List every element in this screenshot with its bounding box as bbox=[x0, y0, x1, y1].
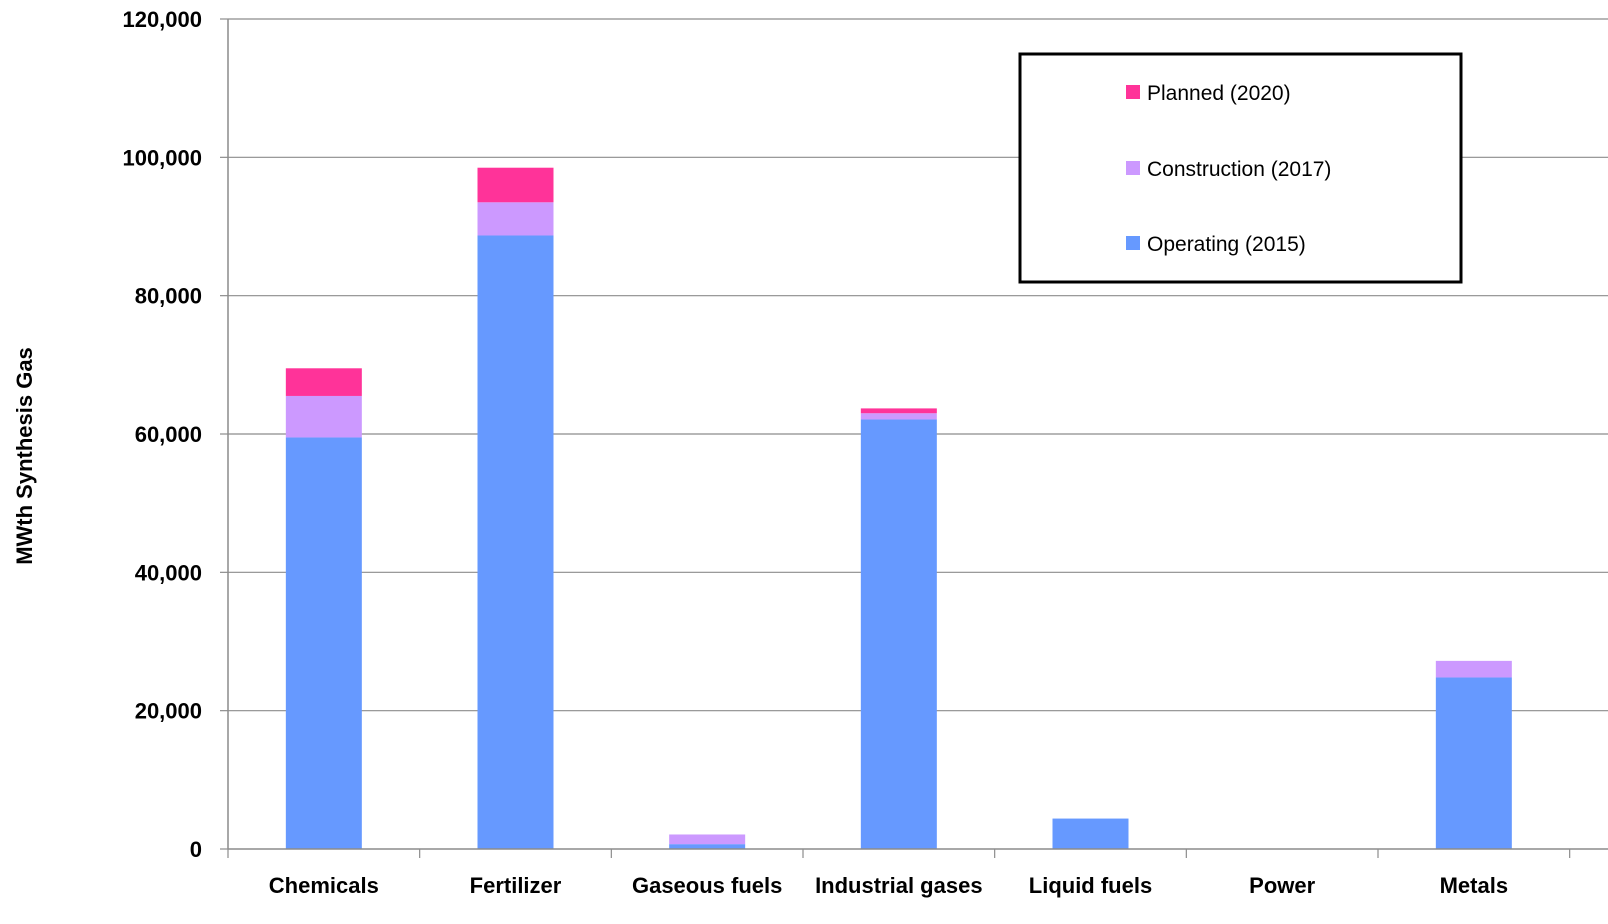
x-tick-label: Power bbox=[1249, 873, 1315, 898]
x-tick-label: Fertilizer bbox=[470, 873, 562, 898]
y-tick-label: 60,000 bbox=[135, 422, 202, 447]
tick-labels: 0 20,000 40,000 60,000 80,000 100,000 120,000 C… bbox=[122, 7, 1508, 898]
y-axis-title: MWth Synthesis Gas bbox=[12, 347, 37, 565]
bar-segment bbox=[1435, 660, 1512, 678]
y-tick-label: 100,000 bbox=[122, 145, 202, 170]
bar-segment bbox=[860, 413, 937, 420]
y-tick-label: 80,000 bbox=[135, 284, 202, 309]
x-tick-label: Liquid fuels bbox=[1029, 873, 1152, 898]
bar-segment bbox=[477, 167, 554, 203]
y-tick-label: 0 bbox=[190, 837, 202, 862]
bar-segment bbox=[477, 235, 554, 849]
bar-segment bbox=[285, 437, 362, 849]
x-tick-label: Metals bbox=[1440, 873, 1508, 898]
bar-segment bbox=[860, 419, 937, 849]
bar-segment bbox=[1052, 818, 1129, 849]
legend-label: Construction (2017) bbox=[1147, 158, 1331, 181]
x-tick-label: Industrial gases bbox=[815, 873, 983, 898]
x-tick-label: Gaseous fuels bbox=[632, 873, 782, 898]
legend-swatch bbox=[1126, 85, 1140, 99]
bar-segment bbox=[1435, 677, 1512, 849]
bar-segment bbox=[669, 844, 746, 849]
axes bbox=[220, 18, 1608, 858]
bar-segment bbox=[477, 202, 554, 236]
y-tick-label: 120,000 bbox=[122, 7, 202, 32]
y-tick-label: 20,000 bbox=[135, 699, 202, 724]
bar-segment bbox=[860, 408, 937, 414]
bars bbox=[285, 167, 1512, 849]
legend-swatch bbox=[1126, 236, 1140, 250]
legend-label: Operating (2015) bbox=[1147, 233, 1306, 256]
legend-label: Planned (2020) bbox=[1147, 82, 1291, 105]
bar-segment bbox=[669, 834, 746, 845]
bar-segment bbox=[285, 368, 362, 396]
bar-segment bbox=[285, 395, 362, 438]
y-tick-label: 40,000 bbox=[135, 560, 202, 585]
legend-swatch bbox=[1126, 161, 1140, 175]
legend-box bbox=[1018, 52, 1463, 284]
legend: Planned (2020) Construction (2017) Operati… bbox=[1018, 52, 1463, 284]
x-tick-label: Chemicals bbox=[269, 873, 379, 898]
